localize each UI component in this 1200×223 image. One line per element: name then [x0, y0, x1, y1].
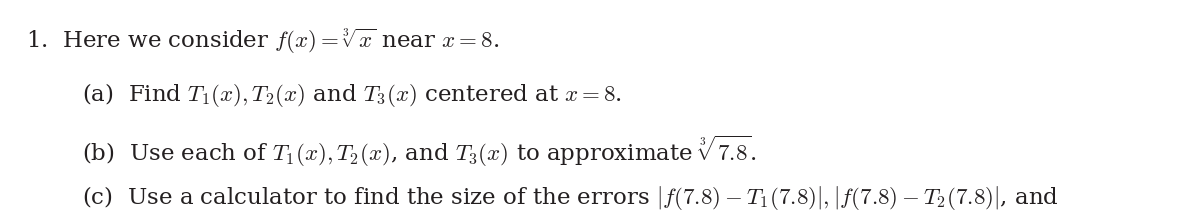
Text: (b)  Use each of $T_1(x), T_2(x)$, and $T_3(x)$ to approximate $\sqrt[3]{7.8}$.: (b) Use each of $T_1(x), T_2(x)$, and $T…	[82, 134, 756, 169]
Text: (c)  Use a calculator to find the size of the errors $|f(7.8) - T_1(7.8)|, |f(7.: (c) Use a calculator to find the size of…	[82, 184, 1058, 212]
Text: 1.  Here we consider $f(x) = \sqrt[3]{x}$ near $x = 8$.: 1. Here we consider $f(x) = \sqrt[3]{x}$…	[26, 27, 499, 56]
Text: (a)  Find $T_1(x), T_2(x)$ and $T_3(x)$ centered at $x = 8$.: (a) Find $T_1(x), T_2(x)$ and $T_3(x)$ c…	[82, 81, 622, 109]
